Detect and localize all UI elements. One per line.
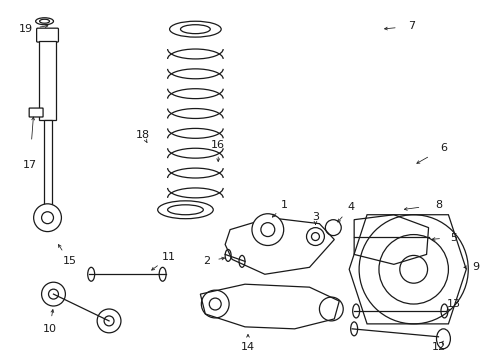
Text: 17: 17 [23, 160, 37, 170]
Bar [39, 41, 56, 121]
Text: 18: 18 [136, 130, 150, 140]
Circle shape [42, 212, 53, 224]
Text: 4: 4 [347, 202, 355, 212]
Text: 2: 2 [203, 256, 210, 266]
Text: 10: 10 [43, 324, 56, 334]
Text: 13: 13 [446, 299, 461, 309]
Text: 9: 9 [473, 262, 480, 272]
FancyBboxPatch shape [29, 108, 43, 117]
Text: 16: 16 [211, 140, 225, 150]
Bar [44, 121, 51, 210]
Text: 19: 19 [19, 24, 33, 34]
Circle shape [34, 204, 61, 231]
Circle shape [252, 214, 284, 246]
FancyBboxPatch shape [37, 28, 58, 42]
Text: 7: 7 [408, 21, 415, 31]
Text: 1: 1 [281, 200, 288, 210]
Text: 3: 3 [312, 212, 319, 222]
Text: 14: 14 [241, 342, 255, 352]
Text: 12: 12 [431, 342, 445, 352]
Text: 6: 6 [440, 143, 447, 153]
Text: 8: 8 [435, 200, 442, 210]
Text: 11: 11 [162, 252, 175, 262]
Text: 15: 15 [62, 256, 76, 266]
Text: 5: 5 [450, 233, 457, 243]
